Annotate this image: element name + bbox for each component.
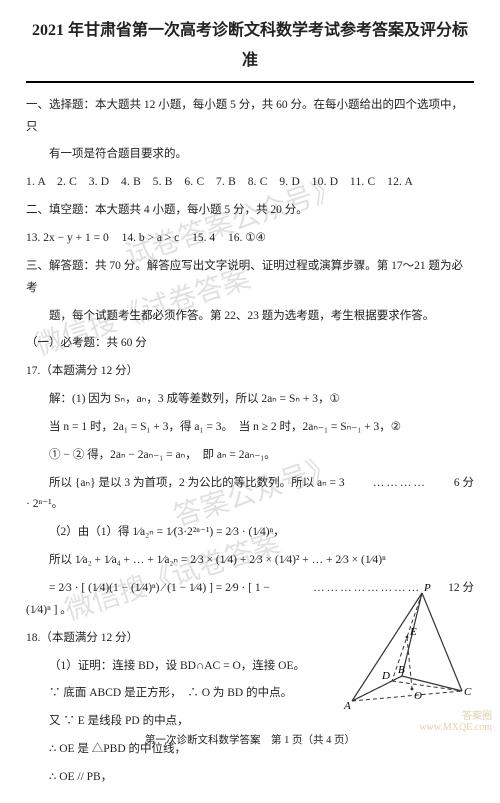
corner-watermark: 答案圈 www.MXQE.com: [419, 711, 492, 733]
label-b: B: [398, 664, 405, 676]
label-c: C: [464, 686, 472, 698]
mandatory-heading: （一）必考题：共 60 分: [26, 333, 474, 355]
page-title: 2021 年甘肃省第一次高考诊断文科数学考试参考答案及评分标准: [26, 16, 474, 83]
edge-abc: [352, 676, 462, 701]
score-6: 6 分: [431, 473, 474, 495]
fill-answers: 13. 2x − y + 1 = 0 14. b > a > c 15. 4 1…: [26, 228, 474, 250]
geometry-figure: P A B C D E O: [332, 581, 472, 711]
corner-text1: 答案圈: [419, 711, 492, 722]
label-e: E: [409, 626, 417, 638]
section1-heading: 一、选择题：本大题共 12 小题，每小题 5 分，共 60 分。在每小题给出的四…: [26, 95, 474, 139]
ans-14: 14. b > a > c: [122, 232, 180, 244]
mc-answers: 1. A 2. C 3. D 4. B 5. B 6. C 7. B 8. C …: [26, 172, 474, 194]
section2-heading: 二、填空题：本大题共 4 小题，每小题 5 分，共 20 分。: [26, 200, 474, 222]
ans-16: 16. ①④: [228, 232, 266, 244]
section3-heading: 三、解答题：共 70 分。解答应写出文字说明、证明过程或演算步骤。第 17～21…: [26, 256, 474, 300]
label-d: D: [381, 670, 390, 682]
label-p: P: [423, 582, 431, 594]
q17-line3: ① − ② 得，2aₙ − 2aₙ₋₁ = aₙ， 即 aₙ = 2aₙ₋₁。: [26, 445, 474, 467]
q17-line7-text: = 2⁄3 · [ (1⁄4)(1 − (1⁄4)ⁿ) ⁄ (1 − 1⁄4) …: [26, 578, 286, 622]
label-o: O: [414, 690, 422, 702]
q17-line4-text: 所以 {aₙ} 是以 3 为首项，2 为公比的等比数列。所以 aₙ = 3 · …: [26, 473, 346, 517]
q17-line6: 所以 1⁄a₂ + 1⁄a₄ + … + 1⁄a₂ₙ = 2⁄3 × (1⁄4)…: [26, 550, 474, 572]
q17-line1: 解：(1) 因为 Sₙ，aₙ，3 成等差数列，所以 2aₙ = Sₙ + 3，①: [26, 389, 474, 411]
q18-line5: ∴ OE // PB，: [26, 767, 474, 789]
dotted-leader: …………: [350, 473, 427, 495]
q17-line4: 所以 {aₙ} 是以 3 为首项，2 为公比的等比数列。所以 aₙ = 3 · …: [26, 473, 474, 517]
page-footer: 第一次诊断文科数学答案 第 1 页（共 4 页）: [0, 732, 500, 747]
ans-15: 15. 4: [192, 232, 215, 244]
edge-pc: [422, 593, 462, 691]
section1-heading-cont: 有一项是符合题目要求的。: [26, 144, 474, 166]
q18-line3: 又 ∵ E 是线段 PD 的中点，: [26, 711, 474, 733]
section3-heading-cont: 题，每个试题考生都必须作答。第 22、23 题为选考题，考生根据要求作答。: [26, 306, 474, 328]
label-a: A: [343, 700, 351, 711]
ans-13: 13. 2x − y + 1 = 0: [26, 232, 109, 244]
q17-line5: （2）由（1）得 1⁄a₂ₙ = 1⁄(3·2²ⁿ⁻¹) = 2⁄3 · (1⁄…: [26, 522, 474, 544]
q17-line2: 当 n = 1 时，2a₁ = S₁ + 3，得 a₁ = 3。 当 n ≥ 2…: [26, 417, 474, 439]
edge-pa: [352, 593, 422, 701]
q17-head: 17.（本题满分 12 分）: [26, 361, 474, 383]
